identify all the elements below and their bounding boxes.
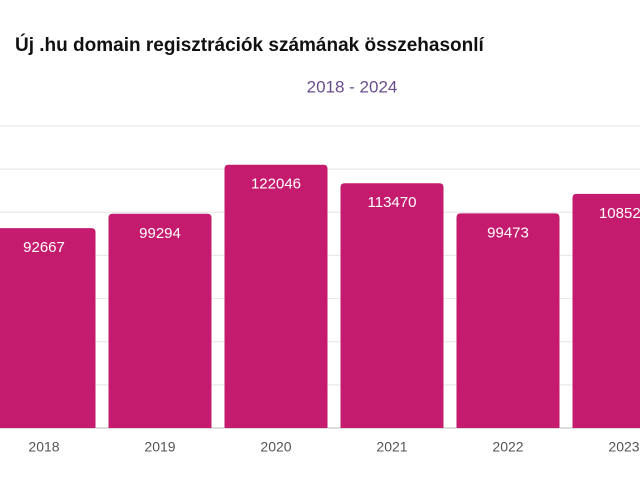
bar	[108, 213, 212, 428]
data-label: 99473	[487, 224, 529, 241]
chart-subtitle: 2018 - 2024	[307, 77, 398, 96]
x-tick-label: 2019	[144, 439, 175, 455]
bar	[572, 193, 640, 428]
data-label: 108520	[599, 205, 640, 222]
data-label: 113470	[368, 194, 417, 211]
data-label: 122046	[251, 176, 301, 193]
chart-title: Új .hu domain regisztrációk számának öss…	[15, 34, 485, 56]
x-tick-label: 2020	[260, 439, 291, 455]
bar	[456, 213, 560, 428]
x-tick-label: 2023	[608, 439, 639, 455]
data-label: 92667	[23, 239, 65, 256]
bar	[340, 183, 444, 428]
x-tick-label: 2018	[28, 439, 59, 455]
x-tick-label: 2022	[492, 439, 523, 455]
bar	[0, 228, 96, 428]
x-tick-label: 2021	[376, 439, 407, 455]
bar	[224, 164, 328, 428]
data-label: 99294	[139, 225, 181, 242]
